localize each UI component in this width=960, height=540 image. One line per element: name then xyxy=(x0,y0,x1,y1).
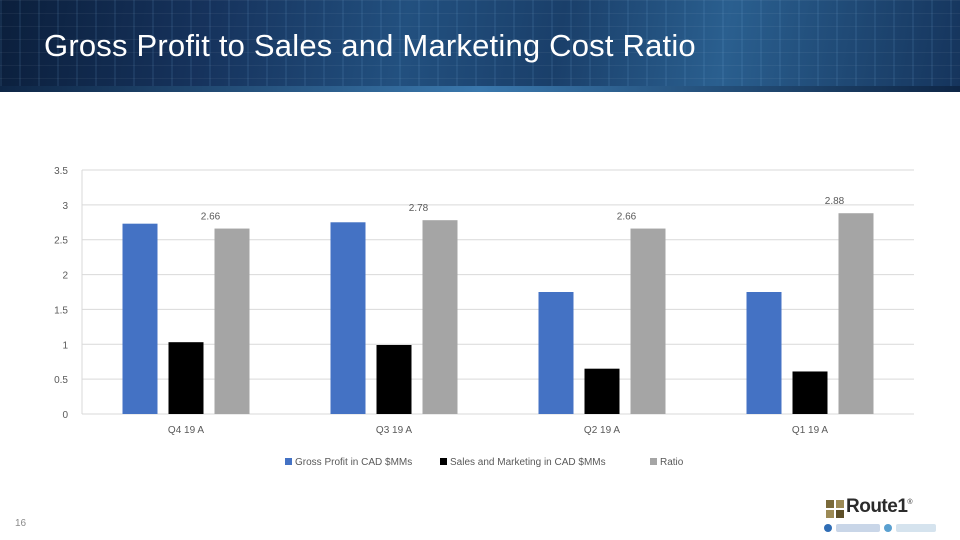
legend: Gross Profit in CAD $MMs Sales and Market… xyxy=(285,457,684,468)
bar-gross-profit xyxy=(122,223,158,414)
route1-wordmark: Route1® xyxy=(846,496,913,518)
bar-gross-profit xyxy=(330,222,366,414)
bar-sales-marketing xyxy=(376,344,412,414)
group-mobile-logo-icon xyxy=(836,524,880,532)
x-axis-ticks: Q4 19 A Q3 19 A Q2 19 A Q1 19 A xyxy=(168,425,828,436)
y-tick-label: 3.5 xyxy=(54,166,68,177)
ratio-data-label: 2.66 xyxy=(201,212,221,223)
bars xyxy=(122,213,874,414)
gridlines xyxy=(81,169,914,415)
bar-sales-marketing xyxy=(792,371,828,414)
legend-label: Sales and Marketing in CAD $MMs xyxy=(450,457,606,468)
route1-logo: Route1® xyxy=(820,496,938,538)
registered-mark: ® xyxy=(907,499,913,506)
legend-label: Ratio xyxy=(660,457,684,468)
legend-label: Gross Profit in CAD $MMs xyxy=(295,457,412,468)
group-mobile-mark-icon xyxy=(824,524,832,532)
ratio-data-label: 2.66 xyxy=(617,212,637,223)
bar-sales-marketing xyxy=(168,342,204,414)
bar-ratio xyxy=(838,213,874,414)
ratio-data-label: 2.88 xyxy=(825,196,845,207)
bar-gross-profit xyxy=(538,292,574,414)
logo-text: Route1 xyxy=(846,496,908,517)
pcs-mobile-logo-icon xyxy=(896,524,936,532)
legend-swatch xyxy=(650,458,657,465)
y-tick-label: 0.5 xyxy=(54,375,68,386)
bar-ratio xyxy=(422,220,458,414)
y-tick-label: 1 xyxy=(62,340,68,351)
data-labels: 2.66 2.78 2.66 2.88 xyxy=(201,196,845,222)
bar-ratio xyxy=(214,228,250,414)
y-tick-label: 3 xyxy=(62,201,68,212)
bar-ratio xyxy=(630,228,666,414)
pcs-mobile-mark-icon xyxy=(884,524,892,532)
ratio-data-label: 2.78 xyxy=(409,203,429,214)
page-number: 16 xyxy=(15,518,27,529)
route1-mark-icon xyxy=(826,500,844,518)
legend-swatch xyxy=(440,458,447,465)
x-tick-label: Q4 19 A xyxy=(168,425,204,436)
y-tick-label: 2.5 xyxy=(54,236,68,247)
logo-sub-brands xyxy=(824,522,936,534)
y-tick-label: 2 xyxy=(62,271,68,282)
x-tick-label: Q2 19 A xyxy=(584,425,620,436)
y-axis-ticks: 0 0.5 1 1.5 2 2.5 3 3.5 xyxy=(54,166,68,421)
x-tick-label: Q1 19 A xyxy=(792,425,828,436)
x-tick-label: Q3 19 A xyxy=(376,425,412,436)
slide-title: Gross Profit to Sales and Marketing Cost… xyxy=(44,28,696,63)
bar-gross-profit xyxy=(746,292,782,414)
y-tick-label: 0 xyxy=(62,410,68,421)
title-banner: Gross Profit to Sales and Marketing Cost… xyxy=(0,0,960,92)
bar-sales-marketing xyxy=(584,368,620,414)
y-tick-label: 1.5 xyxy=(54,305,68,316)
legend-swatch xyxy=(285,458,292,465)
